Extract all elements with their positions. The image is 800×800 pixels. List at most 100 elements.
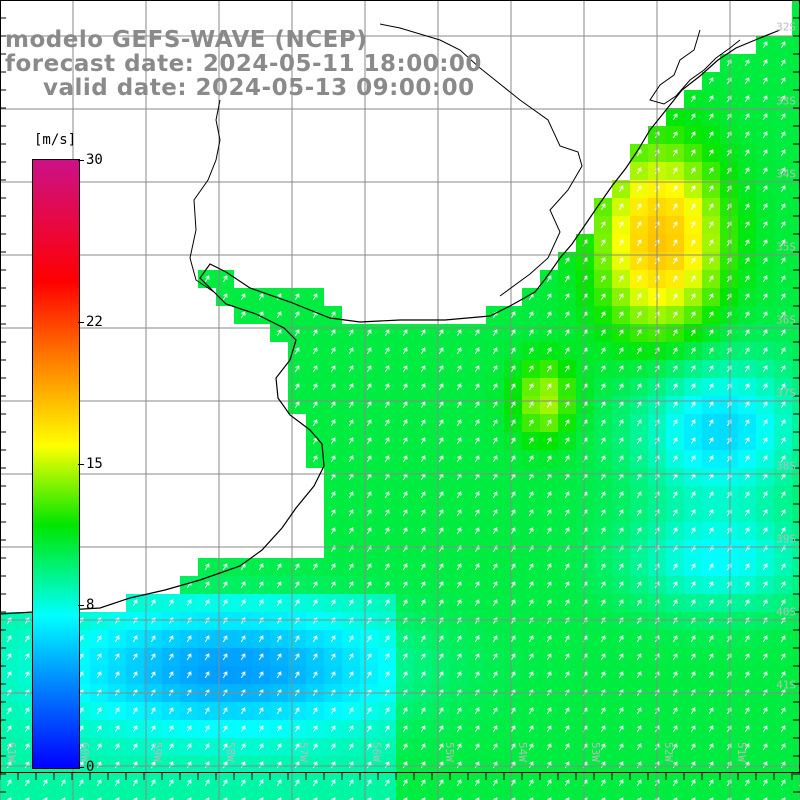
wind-arrow	[24, 653, 30, 661]
wind-arrow	[276, 707, 282, 715]
wind-arrow	[636, 635, 642, 643]
wind-arrow	[618, 329, 624, 337]
wind-arrow	[762, 239, 768, 247]
wind-arrow	[636, 239, 642, 247]
wind-arrow	[420, 509, 426, 517]
wind-arrow	[61, 797, 66, 800]
wind-arrow	[672, 707, 678, 715]
wind-arrow	[708, 185, 714, 193]
wind-arrow	[366, 527, 372, 535]
colorbar-tick-label: 8	[86, 597, 95, 614]
wind-speed-cell	[684, 792, 702, 800]
wind-arrow	[276, 581, 282, 589]
wind-arrow	[312, 365, 318, 373]
wind-arrow	[150, 761, 156, 769]
wind-arrow	[312, 725, 318, 733]
wind-arrow	[636, 257, 642, 265]
wind-arrow	[528, 527, 534, 535]
colorbar-tick-mark	[78, 321, 84, 323]
wind-arrow	[384, 761, 390, 769]
wind-arrow	[564, 743, 570, 751]
wind-arrow	[402, 635, 408, 643]
wind-arrow	[618, 491, 624, 499]
wind-arrow	[492, 527, 498, 535]
wind-arrow	[438, 491, 444, 499]
wind-speed-cell	[792, 288, 800, 306]
wind-arrow	[564, 509, 570, 517]
latitude-label: 34S	[776, 167, 796, 181]
wind-arrow	[348, 365, 354, 373]
wind-arrow	[780, 671, 786, 679]
wind-arrow	[780, 329, 786, 337]
wind-arrow	[546, 635, 552, 643]
wind-speed-cell	[792, 486, 800, 504]
wind-arrow	[492, 725, 498, 733]
wind-arrow	[564, 347, 570, 355]
wind-arrow	[222, 599, 228, 607]
wind-arrow	[402, 671, 408, 679]
wind-arrow	[564, 437, 570, 445]
wind-arrow	[222, 653, 228, 661]
wind-arrow	[672, 329, 678, 337]
wind-arrow	[438, 599, 444, 607]
wind-arrow	[780, 581, 786, 589]
wind-arrow	[150, 671, 156, 679]
wind-arrow	[780, 743, 786, 751]
wind-arrow	[115, 797, 120, 800]
wind-arrow	[708, 779, 714, 787]
wind-arrow	[402, 365, 408, 373]
wind-speed-cell	[612, 792, 630, 800]
wind-arrow	[240, 725, 246, 733]
wind-arrow	[708, 275, 714, 283]
wind-arrow	[420, 707, 426, 715]
wind-arrow	[312, 761, 318, 769]
wind-arrow	[205, 797, 210, 800]
wind-arrow	[600, 527, 606, 535]
wind-arrow	[294, 365, 300, 373]
wind-arrow	[564, 293, 570, 301]
wind-arrow	[492, 779, 498, 787]
wind-arrow	[420, 779, 426, 787]
wind-arrow	[492, 383, 498, 391]
wind-arrow	[762, 293, 768, 301]
latitude-label: 33S	[776, 94, 796, 108]
wind-arrow	[636, 599, 642, 607]
wind-arrow	[762, 77, 768, 85]
wind-arrow	[690, 185, 696, 193]
wind-arrow	[546, 491, 552, 499]
wind-arrow	[132, 671, 138, 679]
wind-arrow	[492, 365, 498, 373]
wind-arrow	[222, 293, 228, 301]
wind-speed-cell	[792, 54, 800, 72]
wind-arrow	[618, 581, 624, 589]
wind-arrow	[330, 365, 336, 373]
wind-arrow	[546, 383, 552, 391]
longitude-label: 59W	[151, 742, 164, 762]
longitude-label: 55W	[443, 742, 456, 762]
wind-arrow	[24, 707, 30, 715]
wind-arrow	[528, 671, 534, 679]
wind-arrow	[204, 563, 210, 571]
wind-arrow	[546, 671, 552, 679]
wind-arrow	[456, 383, 462, 391]
wind-arrow	[762, 365, 768, 373]
wind-arrow	[762, 167, 768, 175]
wind-arrow	[744, 707, 750, 715]
wind-arrow	[600, 293, 606, 301]
wind-speed-cell	[522, 792, 540, 800]
wind-arrow	[619, 797, 624, 800]
wind-arrow	[330, 707, 336, 715]
wind-arrow	[312, 743, 318, 751]
wind-arrow	[762, 491, 768, 499]
wind-arrow	[186, 671, 192, 679]
wind-arrow	[744, 131, 750, 139]
wind-arrow	[618, 203, 624, 211]
wind-arrow	[7, 797, 12, 800]
wind-arrow	[636, 563, 642, 571]
wind-arrow	[222, 635, 228, 643]
wind-speed-cell	[252, 792, 270, 800]
wind-arrow	[330, 347, 336, 355]
wind-arrow	[132, 743, 138, 751]
wind-arrow	[312, 419, 318, 427]
wind-arrow	[258, 707, 264, 715]
